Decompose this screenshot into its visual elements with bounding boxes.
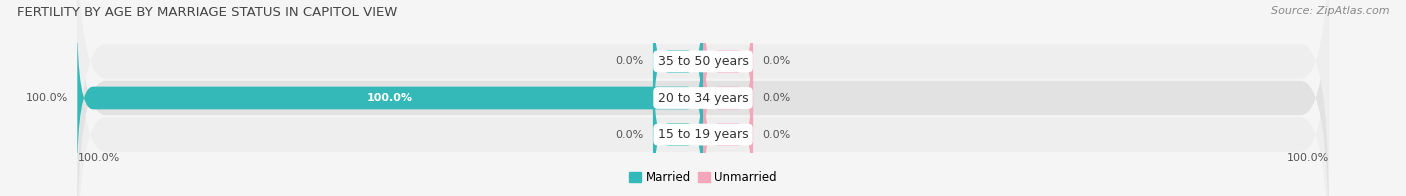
FancyBboxPatch shape xyxy=(703,54,754,196)
Text: FERTILITY BY AGE BY MARRIAGE STATUS IN CAPITOL VIEW: FERTILITY BY AGE BY MARRIAGE STATUS IN C… xyxy=(17,6,398,19)
FancyBboxPatch shape xyxy=(652,54,703,196)
FancyBboxPatch shape xyxy=(77,0,1329,196)
Text: 0.0%: 0.0% xyxy=(616,56,644,66)
Text: 35 to 50 years: 35 to 50 years xyxy=(658,55,748,68)
Text: 20 to 34 years: 20 to 34 years xyxy=(658,92,748,104)
Text: 100.0%: 100.0% xyxy=(25,93,67,103)
FancyBboxPatch shape xyxy=(77,18,703,178)
Legend: Married, Unmarried: Married, Unmarried xyxy=(624,166,782,189)
FancyBboxPatch shape xyxy=(652,0,703,142)
Text: 0.0%: 0.0% xyxy=(616,130,644,140)
Text: 0.0%: 0.0% xyxy=(762,130,790,140)
Text: 0.0%: 0.0% xyxy=(762,93,790,103)
Text: 100.0%: 100.0% xyxy=(77,153,120,163)
Text: 0.0%: 0.0% xyxy=(762,56,790,66)
FancyBboxPatch shape xyxy=(77,0,1329,196)
Text: 100.0%: 100.0% xyxy=(367,93,413,103)
FancyBboxPatch shape xyxy=(703,0,754,142)
Text: 100.0%: 100.0% xyxy=(1286,153,1329,163)
FancyBboxPatch shape xyxy=(77,0,1329,196)
Text: Source: ZipAtlas.com: Source: ZipAtlas.com xyxy=(1271,6,1389,16)
FancyBboxPatch shape xyxy=(703,18,754,178)
Text: 15 to 19 years: 15 to 19 years xyxy=(658,128,748,141)
